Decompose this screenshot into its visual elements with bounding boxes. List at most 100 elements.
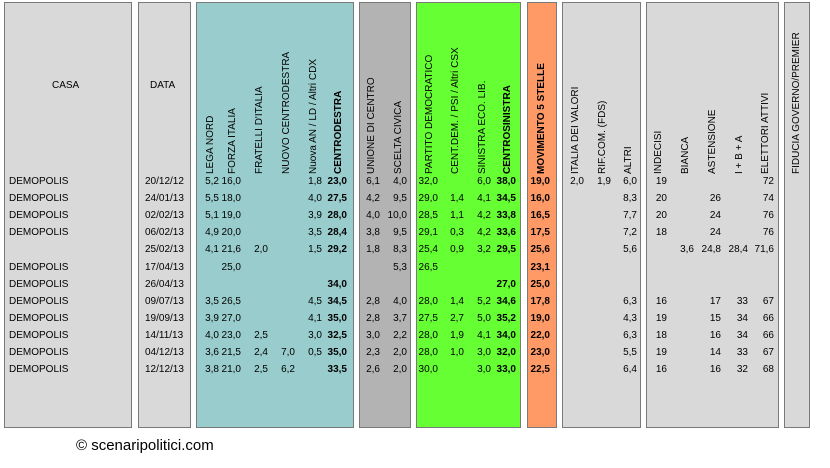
cell-value: 27,0 xyxy=(221,312,241,324)
header-data: DATA xyxy=(150,80,176,91)
cell-value: 6,3 xyxy=(623,329,637,341)
cell-value: 3,8 xyxy=(205,364,219,376)
cell-value: 33 xyxy=(736,347,748,358)
cell-value: 0,3 xyxy=(450,227,464,239)
cell-value: 1,1 xyxy=(450,210,464,222)
header-column-19: I + B + A xyxy=(734,135,745,174)
cell-value: 35,0 xyxy=(327,312,347,324)
cell-value: 19,0 xyxy=(530,312,550,324)
cell-value: 5,2 xyxy=(477,295,491,307)
cell-value: 14 xyxy=(709,347,721,358)
cell-value: 29,2 xyxy=(327,244,347,256)
header-column-16: INDECISI xyxy=(653,130,664,174)
cell-value: 5,5 xyxy=(623,347,637,358)
cell-value: 34 xyxy=(736,329,748,341)
cell-value: 26,5 xyxy=(221,295,241,307)
cell-value: 33,6 xyxy=(496,227,516,239)
cell-value: 32 xyxy=(736,364,748,376)
header-column-4: Nuova AN / LD / Altri CDX xyxy=(308,58,319,174)
header-column-10: SINISTRA ECO. LIB. xyxy=(477,80,488,174)
cell-data: 24/01/13 xyxy=(145,193,184,205)
cell-value: 23,1 xyxy=(530,261,550,273)
cell-data: 02/02/13 xyxy=(145,210,184,222)
cell-value: 6,0 xyxy=(623,176,637,187)
cell-value: 4,1 xyxy=(308,312,322,324)
cell-value: 6,1 xyxy=(366,176,380,187)
cell-value: 22,0 xyxy=(530,329,550,341)
cell-value: 17 xyxy=(709,295,721,307)
cell-value: 26,5 xyxy=(418,261,438,273)
cell-value: 18 xyxy=(655,329,667,341)
cell-value: 32,0 xyxy=(496,347,516,358)
header-column-13: ITALIA DEI VALORI xyxy=(570,86,581,174)
cell-value: 4,0 xyxy=(393,295,407,307)
cell-value: 2,2 xyxy=(393,329,407,341)
header-column-11: CENTROSINISTRA xyxy=(502,85,513,174)
cell-value: 30,0 xyxy=(418,364,438,376)
cell-casa: DEMOPOLIS xyxy=(9,295,69,307)
cell-value: 24 xyxy=(709,210,721,222)
cell-value: 3,5 xyxy=(308,227,322,239)
cell-value: 71,6 xyxy=(754,244,774,256)
cell-value: 1,8 xyxy=(366,244,380,256)
cell-value: 24 xyxy=(709,227,721,239)
cell-value: 4,2 xyxy=(366,193,380,205)
cell-value: 2,5 xyxy=(254,364,268,376)
header-column-14: RIF.COM. (FDS) xyxy=(597,100,608,174)
cell-value: 3,6 xyxy=(680,244,694,256)
cell-value: 33,5 xyxy=(327,364,347,376)
cell-value: 4,0 xyxy=(393,176,407,187)
cell-value: 66 xyxy=(762,329,774,341)
cell-value: 1,9 xyxy=(597,176,611,187)
cell-casa: DEMOPOLIS xyxy=(9,227,69,239)
cell-value: 3,0 xyxy=(477,347,491,358)
cell-value: 33,0 xyxy=(496,364,516,376)
cell-value: 2,7 xyxy=(450,312,464,324)
cell-value: 2,3 xyxy=(366,347,380,358)
header-column-1: FORZA ITALIA xyxy=(227,108,238,174)
cell-value: 67 xyxy=(762,347,774,358)
cell-value: 67 xyxy=(762,295,774,307)
cell-value: 1,4 xyxy=(450,295,464,307)
cell-value: 3,7 xyxy=(393,312,407,324)
cell-data: 19/09/13 xyxy=(145,312,184,324)
cell-value: 21,6 xyxy=(221,244,241,256)
column-group-altri xyxy=(562,2,641,428)
cell-value: 34,6 xyxy=(496,295,516,307)
copyright-footer: © scenaripolitici.com xyxy=(76,437,214,454)
cell-value: 4,0 xyxy=(366,210,380,222)
cell-value: 6,4 xyxy=(623,364,637,376)
cell-value: 20 xyxy=(655,210,667,222)
cell-value: 32,0 xyxy=(418,176,438,187)
cell-value: 5,0 xyxy=(477,312,491,324)
cell-value: 27,5 xyxy=(327,193,347,205)
header-casa: CASA xyxy=(52,80,80,91)
cell-value: 9,5 xyxy=(393,227,407,239)
cell-value: 4,3 xyxy=(623,312,637,324)
cell-value: 16 xyxy=(655,295,667,307)
cell-value: 2,6 xyxy=(366,364,380,376)
cell-value: 74 xyxy=(762,193,774,205)
cell-value: 25,6 xyxy=(530,244,550,256)
cell-value: 3,8 xyxy=(366,227,380,239)
cell-value: 23,0 xyxy=(327,176,347,187)
column-group-centrosinistra xyxy=(416,2,521,428)
cell-value: 24,8 xyxy=(701,244,721,256)
cell-value: 2,0 xyxy=(254,244,268,256)
header-column-5: CENTRODESTRA xyxy=(333,90,344,174)
cell-value: 3,6 xyxy=(205,347,219,358)
cell-value: 16,5 xyxy=(530,210,550,222)
cell-value: 16 xyxy=(709,364,721,376)
cell-value: 28,0 xyxy=(418,295,438,307)
cell-value: 4,2 xyxy=(477,227,491,239)
cell-casa: DEMOPOLIS xyxy=(9,278,69,290)
cell-value: 1,0 xyxy=(450,347,464,358)
cell-value: 16,0 xyxy=(530,193,550,205)
cell-value: 28,4 xyxy=(327,227,347,239)
cell-value: 6,3 xyxy=(623,295,637,307)
cell-value: 5,2 xyxy=(205,176,219,187)
header-column-17: BIANCA xyxy=(680,136,691,174)
cell-value: 21,5 xyxy=(221,347,241,358)
cell-casa: DEMOPOLIS xyxy=(9,347,69,358)
cell-value: 7,2 xyxy=(623,227,637,239)
